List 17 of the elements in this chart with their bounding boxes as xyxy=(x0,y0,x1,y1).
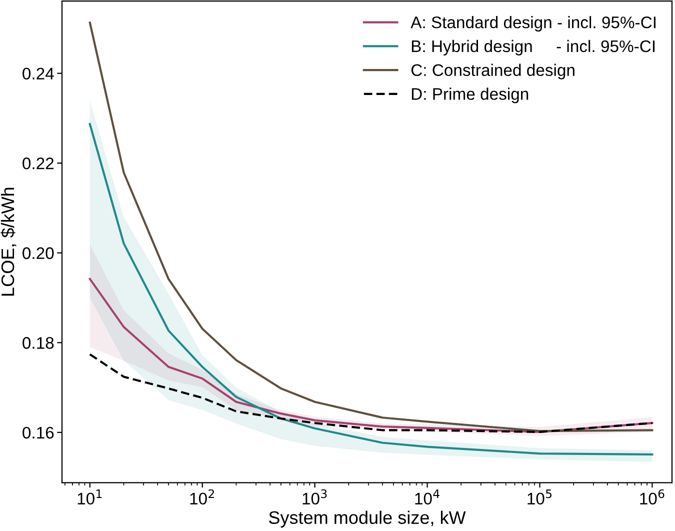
y-tick-label: 0.24 xyxy=(22,68,54,80)
x-tick-label: 10$^{5}$ xyxy=(528,490,552,505)
x-tick-label: 10$^{1}$ xyxy=(78,490,102,505)
legend-label: A: Standard design - incl. 95%-CI xyxy=(410,16,656,32)
x-tick-label: 10$^{6}$ xyxy=(640,489,664,505)
legend-label: C: Constrained design xyxy=(411,64,574,80)
y-tick-label: 0.22 xyxy=(22,158,54,170)
x-axis-title: System module size, kW xyxy=(268,510,466,528)
legend-label: B: Hybrid design - incl. 95%-CI xyxy=(412,40,655,56)
y-axis-title: LCOE, $/kWh xyxy=(0,188,16,296)
y-tick-label: 0.18 xyxy=(22,337,54,349)
x-tick-label: 10$^{2}$ xyxy=(190,489,214,505)
legend-label: D: Prime design xyxy=(412,88,528,104)
x-tick-label: 10$^{3}$ xyxy=(302,489,327,505)
x-tick-label: 10$^{4}$ xyxy=(415,490,440,505)
y-tick-label: 0.20 xyxy=(22,247,54,260)
y-tick-label: 0.16 xyxy=(22,426,54,439)
